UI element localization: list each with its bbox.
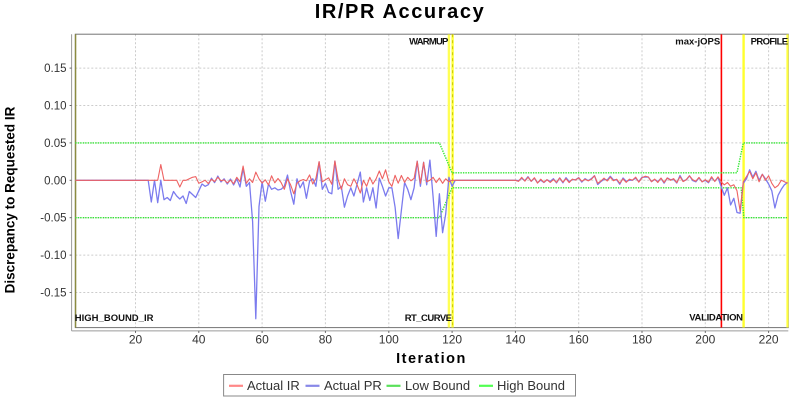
svg-text:120: 120 bbox=[442, 333, 462, 347]
svg-text:PROFILE: PROFILE bbox=[751, 37, 788, 48]
svg-text:-0.05: -0.05 bbox=[40, 213, 66, 225]
svg-text:High Bound: High Bound bbox=[497, 378, 565, 393]
svg-text:Discrepancy to Requested IR: Discrepancy to Requested IR bbox=[3, 106, 18, 293]
svg-text:-0.10: -0.10 bbox=[40, 250, 66, 262]
svg-text:0.00: 0.00 bbox=[44, 175, 66, 187]
svg-text:80: 80 bbox=[319, 333, 333, 347]
svg-text:180: 180 bbox=[632, 333, 652, 347]
svg-text:200: 200 bbox=[695, 333, 715, 347]
svg-text:IR/PR Accuracy: IR/PR Accuracy bbox=[315, 1, 486, 23]
svg-text:60: 60 bbox=[255, 333, 269, 347]
svg-text:Low Bound: Low Bound bbox=[405, 378, 470, 393]
svg-text:Actual PR: Actual PR bbox=[324, 378, 382, 393]
svg-text:0.15: 0.15 bbox=[44, 63, 66, 75]
svg-text:40: 40 bbox=[192, 333, 206, 347]
svg-text:VALIDATION: VALIDATION bbox=[689, 313, 743, 324]
svg-text:140: 140 bbox=[505, 333, 525, 347]
svg-text:RT_CURVE: RT_CURVE bbox=[405, 313, 452, 324]
svg-text:Actual IR: Actual IR bbox=[247, 378, 300, 393]
svg-text:HIGH_BOUND_IR: HIGH_BOUND_IR bbox=[75, 313, 154, 324]
svg-text:100: 100 bbox=[379, 333, 399, 347]
svg-text:WARMUP: WARMUP bbox=[409, 37, 449, 48]
svg-text:20: 20 bbox=[129, 333, 143, 347]
svg-text:220: 220 bbox=[759, 333, 779, 347]
svg-text:0.05: 0.05 bbox=[44, 138, 66, 150]
svg-text:Iteration: Iteration bbox=[396, 351, 467, 367]
svg-text:max-jOPS: max-jOPS bbox=[675, 37, 720, 48]
svg-text:-0.15: -0.15 bbox=[40, 288, 66, 300]
svg-text:160: 160 bbox=[569, 333, 589, 347]
svg-text:0.10: 0.10 bbox=[44, 101, 66, 113]
